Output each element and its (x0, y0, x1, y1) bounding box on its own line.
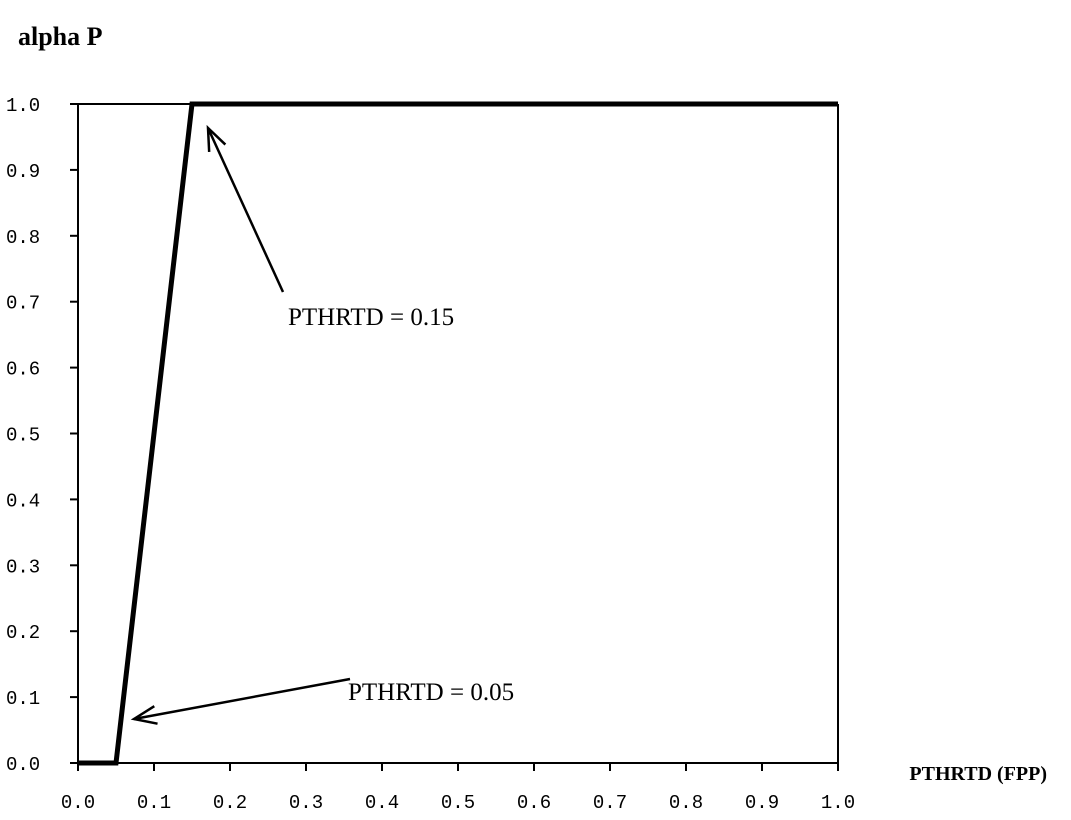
x-tick-label: 1.0 (821, 792, 855, 814)
x-tick-label: 0.5 (441, 792, 475, 814)
y-tick-label: 0.1 (6, 688, 40, 710)
y-tick-label: 0.8 (6, 227, 40, 249)
x-tick-label: 0.3 (289, 792, 323, 814)
annotation-label: PTHRTD = 0.15 (288, 304, 454, 331)
annotation-arrow (133, 677, 351, 721)
x-tick-label: 0.1 (137, 792, 171, 814)
y-tick-label: 0.3 (6, 556, 40, 578)
y-tick-label: 0.6 (6, 359, 40, 381)
y-tick-label: 1.0 (6, 95, 40, 117)
annotations: PTHRTD = 0.15 PTHRTD = 0.05 (130, 124, 514, 725)
x-tick-label: 0.9 (745, 792, 779, 814)
series-layer (78, 101, 838, 766)
plot-frame (77, 103, 839, 764)
y-tick-label: 0.5 (6, 425, 40, 447)
y-tick-label: 0.9 (6, 161, 40, 183)
x-tick-label: 0.8 (669, 792, 703, 814)
y-tick-label: 0.7 (6, 293, 40, 315)
chart-title: alpha P (18, 22, 103, 51)
annotation-arrow (206, 127, 285, 293)
arrowhead (206, 124, 227, 153)
annotation-label: PTHRTD = 0.05 (348, 679, 514, 706)
y-axis: 0.0 0.1 0.2 0.3 0.4 0.5 0.6 0.7 0.8 0.9 1.0 (6, 95, 78, 776)
x-tick-label: 0.0 (61, 792, 95, 814)
y-tick-label: 0.4 (6, 490, 40, 512)
x-tick-label: 0.6 (517, 792, 551, 814)
annotation: PTHRTD = 0.05 (130, 677, 514, 725)
x-axis-label: PTHRTD (FPP) (909, 763, 1047, 785)
x-tick-label: 0.2 (213, 792, 247, 814)
x-tick-label: 0.7 (593, 792, 627, 814)
x-tick-label: 0.4 (365, 792, 399, 814)
y-tick-label: 0.2 (6, 622, 40, 644)
annotation: PTHRTD = 0.15 (206, 124, 454, 331)
x-axis: 0.0 0.1 0.2 0.3 0.4 0.5 0.6 0.7 0.8 0.9 1.0 (61, 763, 855, 814)
arrowhead (130, 705, 158, 725)
y-tick-label: 0.0 (6, 754, 40, 776)
series-line (78, 101, 838, 766)
